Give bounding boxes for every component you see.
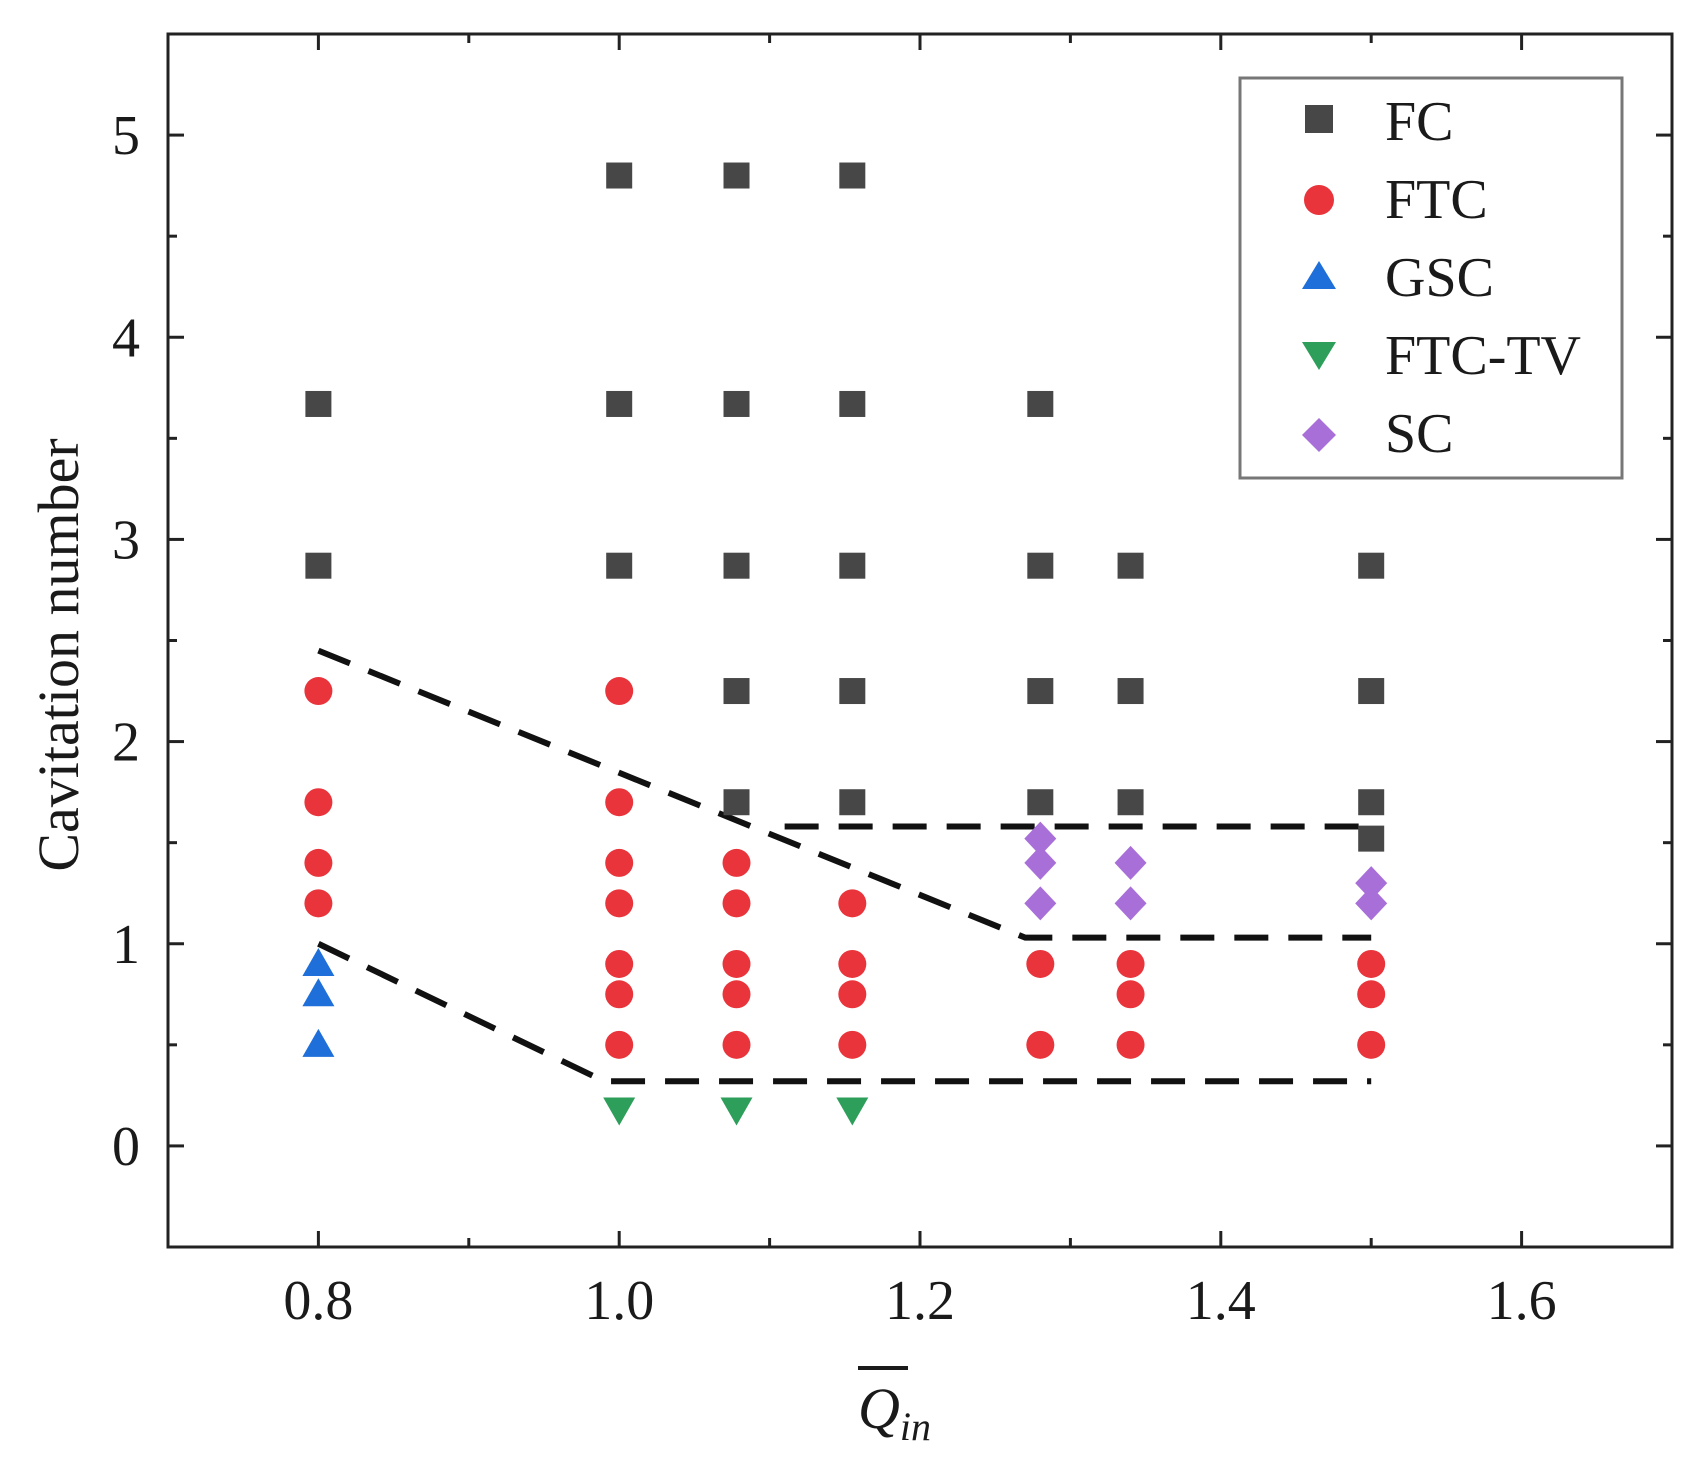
ftc-point xyxy=(605,677,634,706)
x-axis-title-main: Q xyxy=(858,1376,900,1441)
ftc-point xyxy=(1357,1030,1386,1059)
fc-point xyxy=(1027,678,1054,705)
legend-label-fc: FC xyxy=(1385,91,1454,153)
legend-marker-fc xyxy=(1305,105,1333,133)
fc-point xyxy=(305,552,332,579)
fc-point xyxy=(1027,390,1054,417)
legend-marker-ftc-tv xyxy=(1302,342,1336,370)
fc-point xyxy=(839,552,866,579)
fc-point xyxy=(1027,552,1054,579)
fc-point xyxy=(723,678,750,705)
x-tick-label: 1.0 xyxy=(584,1270,654,1332)
y-tick-label: 1 xyxy=(112,914,140,976)
y-tick-label: 2 xyxy=(112,712,140,774)
fc-point xyxy=(606,162,633,189)
fc-point xyxy=(1358,552,1385,579)
legend-marker-ftc xyxy=(1304,185,1334,215)
fc-point xyxy=(839,789,866,816)
fc-point xyxy=(1117,552,1144,579)
fc-point xyxy=(1358,678,1385,705)
fc-point xyxy=(723,390,750,417)
ftc-point xyxy=(304,848,333,877)
gsc-point xyxy=(302,947,335,976)
ftc-point xyxy=(605,788,634,817)
ftc-point xyxy=(722,1030,751,1059)
ftc-point xyxy=(838,1030,867,1059)
ftc-point xyxy=(838,980,867,1009)
svg-text:Qin: Qin xyxy=(858,1376,931,1449)
sc-point xyxy=(1355,886,1388,921)
legend-label-gsc: GSC xyxy=(1385,247,1494,309)
legend-label-ftc-tv: FTC-TV xyxy=(1385,325,1581,387)
fc-point xyxy=(1358,825,1385,852)
y-tick-label: 3 xyxy=(112,509,140,571)
x-tick-label: 1.2 xyxy=(885,1270,955,1332)
fc-point xyxy=(606,390,633,417)
ftc-point xyxy=(605,1030,634,1059)
ftc-point xyxy=(605,949,634,978)
ftc-point xyxy=(838,889,867,918)
fc-point xyxy=(723,552,750,579)
fc-point xyxy=(305,390,332,417)
fc-point xyxy=(1117,678,1144,705)
lower-boundary-line xyxy=(317,941,1372,1085)
y-axis-title: Cavitation number xyxy=(26,438,91,871)
x-tick-label: 1.6 xyxy=(1487,1270,1557,1332)
ftc-tv-point xyxy=(720,1097,753,1126)
legend-marker-sc xyxy=(1302,418,1336,452)
plot-layer: 0.8 1.0 1.2 1.4 1.6 0 1 2 3 4 5 xyxy=(112,32,1674,1332)
ftc-point xyxy=(605,848,634,877)
fc-point xyxy=(723,789,750,816)
ftc-point xyxy=(1357,949,1386,978)
ftc-point xyxy=(838,949,867,978)
ftc-point xyxy=(1116,1030,1145,1059)
ftc-point xyxy=(722,848,751,877)
gsc-point xyxy=(302,978,335,1007)
sc-point xyxy=(1024,845,1057,880)
ftc-point xyxy=(1116,949,1145,978)
fc-point xyxy=(1027,789,1054,816)
fc-point xyxy=(606,552,633,579)
ftc-point xyxy=(605,980,634,1009)
x-axis-title-subscript: in xyxy=(900,1404,931,1449)
fc-point xyxy=(1117,789,1144,816)
upper-boundary-line xyxy=(317,647,1372,941)
ftc-point xyxy=(1026,949,1055,978)
ftc-point xyxy=(722,889,751,918)
ftc-point xyxy=(1026,1030,1055,1059)
ftc-point xyxy=(1116,980,1145,1009)
x-axis-title: Qin xyxy=(858,1366,931,1449)
sc-point xyxy=(1024,821,1057,856)
ftc-point xyxy=(304,788,333,817)
legend-label-sc: SC xyxy=(1385,403,1454,465)
fc-point xyxy=(839,678,866,705)
y-tick-label: 4 xyxy=(112,307,140,369)
fc-point xyxy=(1358,789,1385,816)
sc-point xyxy=(1024,886,1057,921)
fc-point xyxy=(723,162,750,189)
ftc-point xyxy=(1357,980,1386,1009)
legend-box xyxy=(1238,76,1624,480)
sc-point xyxy=(1355,866,1388,901)
sc-point xyxy=(1114,886,1147,921)
fc-point xyxy=(839,162,866,189)
fc-point xyxy=(839,390,866,417)
legend-label-ftc: FTC xyxy=(1385,169,1488,231)
x-tick-label: 0.8 xyxy=(283,1270,353,1332)
x-tick-label: 1.4 xyxy=(1186,1270,1256,1332)
sc-point xyxy=(1114,845,1147,880)
ftc-point xyxy=(722,949,751,978)
ftc-point xyxy=(304,889,333,918)
ftc-point xyxy=(722,980,751,1009)
legend-marker-gsc xyxy=(1302,261,1336,289)
y-tick-label: 5 xyxy=(112,105,140,167)
gsc-point xyxy=(302,1028,335,1057)
y-tick-label: 0 xyxy=(112,1116,140,1178)
ftc-point xyxy=(304,677,333,706)
ftc-point xyxy=(605,889,634,918)
ftc-tv-point xyxy=(603,1097,636,1126)
legend: FC FTC GSC FTC-TV SC xyxy=(1238,76,1624,480)
ftc-tv-point xyxy=(836,1097,869,1126)
